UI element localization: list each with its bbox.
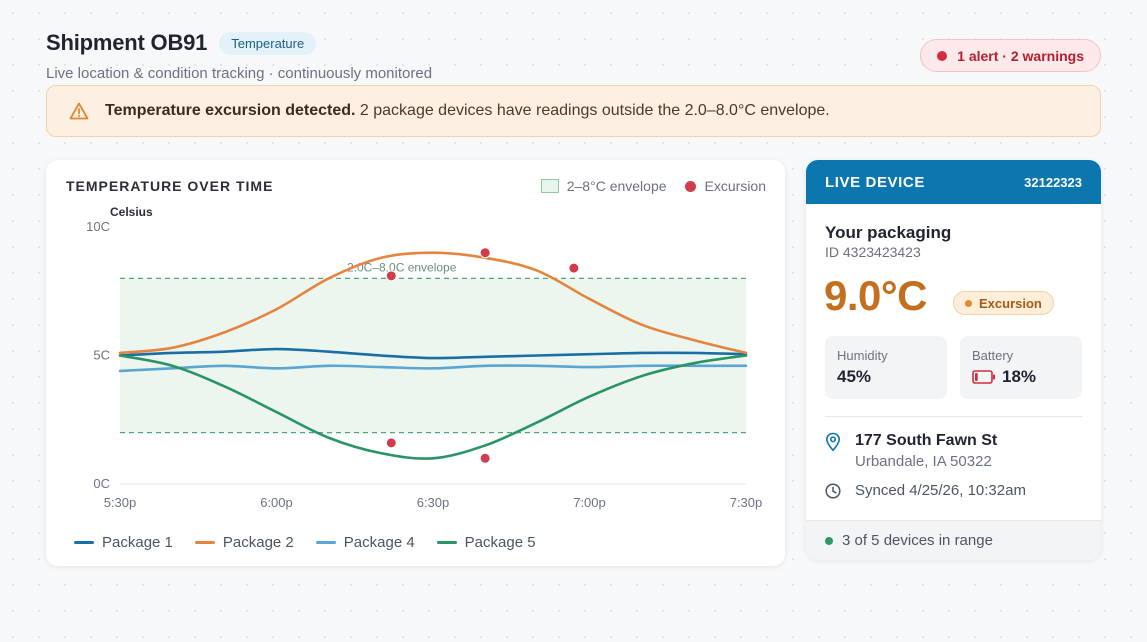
y-tick-label: 10C <box>86 219 110 234</box>
legend-item[interactable]: Package 2 <box>194 534 294 551</box>
device-footer: 3 of 5 devices in range <box>806 520 1101 560</box>
status-dot-icon <box>965 299 972 307</box>
x-tick-label: 5:30p <box>104 495 137 510</box>
package-id: ID 4323423423 <box>825 244 921 260</box>
humidity-label: Humidity <box>837 348 888 363</box>
alert-dot-icon <box>937 50 948 61</box>
legend-label: Package 5 <box>464 534 536 551</box>
battery-level-fill <box>975 373 978 381</box>
excursion-point <box>385 437 397 449</box>
y-axis-label: Celsius <box>110 205 153 219</box>
legend-line-swatch <box>194 541 215 544</box>
y-tick-label: 0C <box>93 476 110 491</box>
legend-line-swatch <box>436 541 457 544</box>
device-id: 32122323 <box>1024 174 1082 190</box>
chart-title: TEMPERATURE OVER TIME <box>66 178 274 194</box>
battery-label: Battery <box>972 348 1014 363</box>
x-tick-label: 6:30p <box>417 495 450 510</box>
excursion-point <box>479 452 491 464</box>
series-line-package-2 <box>118 251 748 355</box>
legend-item[interactable]: Package 4 <box>315 534 415 551</box>
temperature-chart-card: TEMPERATURE OVER TIME 2–8°C envelope Exc… <box>46 160 785 566</box>
device-header-title: LIVE DEVICE <box>825 173 925 191</box>
envelope-label: 2.0C–8.0C envelope <box>347 260 457 274</box>
series-line-package-5 <box>118 354 748 460</box>
device-location: 177 South Fawn St Urbandale, IA 50322 <box>825 432 997 470</box>
legend-excursion-label: Excursion <box>704 178 766 194</box>
legend-excursion: Excursion <box>684 178 766 194</box>
synced-text: Synced 4/25/26, 10:32am <box>855 482 1026 499</box>
page-subtitle: Live location & condition tracking · con… <box>46 65 433 82</box>
clock-icon <box>825 482 841 499</box>
status-text: Excursion <box>979 295 1042 311</box>
excursion-banner: Temperature excursion detected. 2 packag… <box>46 85 1101 137</box>
y-tick-label: 5C <box>93 348 110 363</box>
address-line1: 177 South Fawn St <box>855 432 998 449</box>
battery-stat: Battery 18% <box>960 336 1082 399</box>
envelope-swatch <box>540 179 559 193</box>
sync-status: Synced 4/25/26, 10:32am <box>825 482 1026 499</box>
banner-message: Temperature excursion detected. 2 packag… <box>105 102 830 120</box>
alert-summary-badge[interactable]: 1 alert · 2 warnings <box>920 39 1101 72</box>
page-title: Shipment OB91 <box>46 30 208 55</box>
series-legend: Package 1 Package 2 Package 4 Package 5 <box>74 534 536 551</box>
excursion-point <box>479 247 491 259</box>
x-tick-label: 7:00p <box>573 495 606 510</box>
page-header: Shipment OB91 Temperature Live location … <box>46 30 1101 86</box>
status-badge: Excursion <box>953 291 1054 315</box>
chart-legend-top: 2–8°C envelope Excursion <box>540 178 766 194</box>
humidity-value: 45% <box>837 367 872 386</box>
legend-label: Package 2 <box>222 534 294 551</box>
envelope-band <box>120 278 746 433</box>
legend-line-swatch <box>74 541 94 544</box>
warning-triangle-icon <box>69 102 89 120</box>
x-tick-label: 6:00p <box>260 495 293 510</box>
series-line-package-1 <box>118 347 748 360</box>
alert-summary-text: 1 alert · 2 warnings <box>957 47 1084 64</box>
excursion-point <box>568 262 580 274</box>
device-header: LIVE DEVICE 32122323 <box>806 160 1101 204</box>
category-tag: Temperature <box>219 31 317 55</box>
package-name: Your packaging <box>825 223 952 242</box>
live-device-card: LIVE DEVICE 32122323 Your packaging ID 4… <box>806 160 1101 560</box>
current-temperature: 9.0°C <box>824 272 928 319</box>
series-line-package-4 <box>118 364 748 373</box>
devices-in-range: 3 of 5 devices in range <box>842 532 993 549</box>
legend-label: Package 4 <box>343 534 415 551</box>
legend-label: Package 1 <box>102 534 173 551</box>
legend-item[interactable]: Package 1 <box>74 534 173 551</box>
legend-line-swatch <box>315 541 336 544</box>
address-line2: Urbandale, IA 50322 <box>855 453 992 470</box>
banner-bold: Temperature excursion detected. <box>105 102 356 119</box>
legend-item[interactable]: Package 5 <box>436 534 536 551</box>
x-tick-label: 7:30p <box>730 495 763 510</box>
banner-text: 2 package devices have readings outside … <box>355 102 830 119</box>
excursion-dot-icon <box>684 181 696 192</box>
legend-envelope: 2–8°C envelope <box>540 178 667 194</box>
location-pin-icon <box>825 432 841 452</box>
in-range-dot-icon <box>825 536 833 545</box>
battery-value: 18% <box>1002 367 1037 386</box>
battery-low-icon <box>972 370 995 384</box>
legend-envelope-label: 2–8°C envelope <box>566 178 667 194</box>
excursion-point <box>385 270 397 282</box>
divider <box>825 416 1082 417</box>
humidity-stat: Humidity 45% <box>825 336 947 399</box>
